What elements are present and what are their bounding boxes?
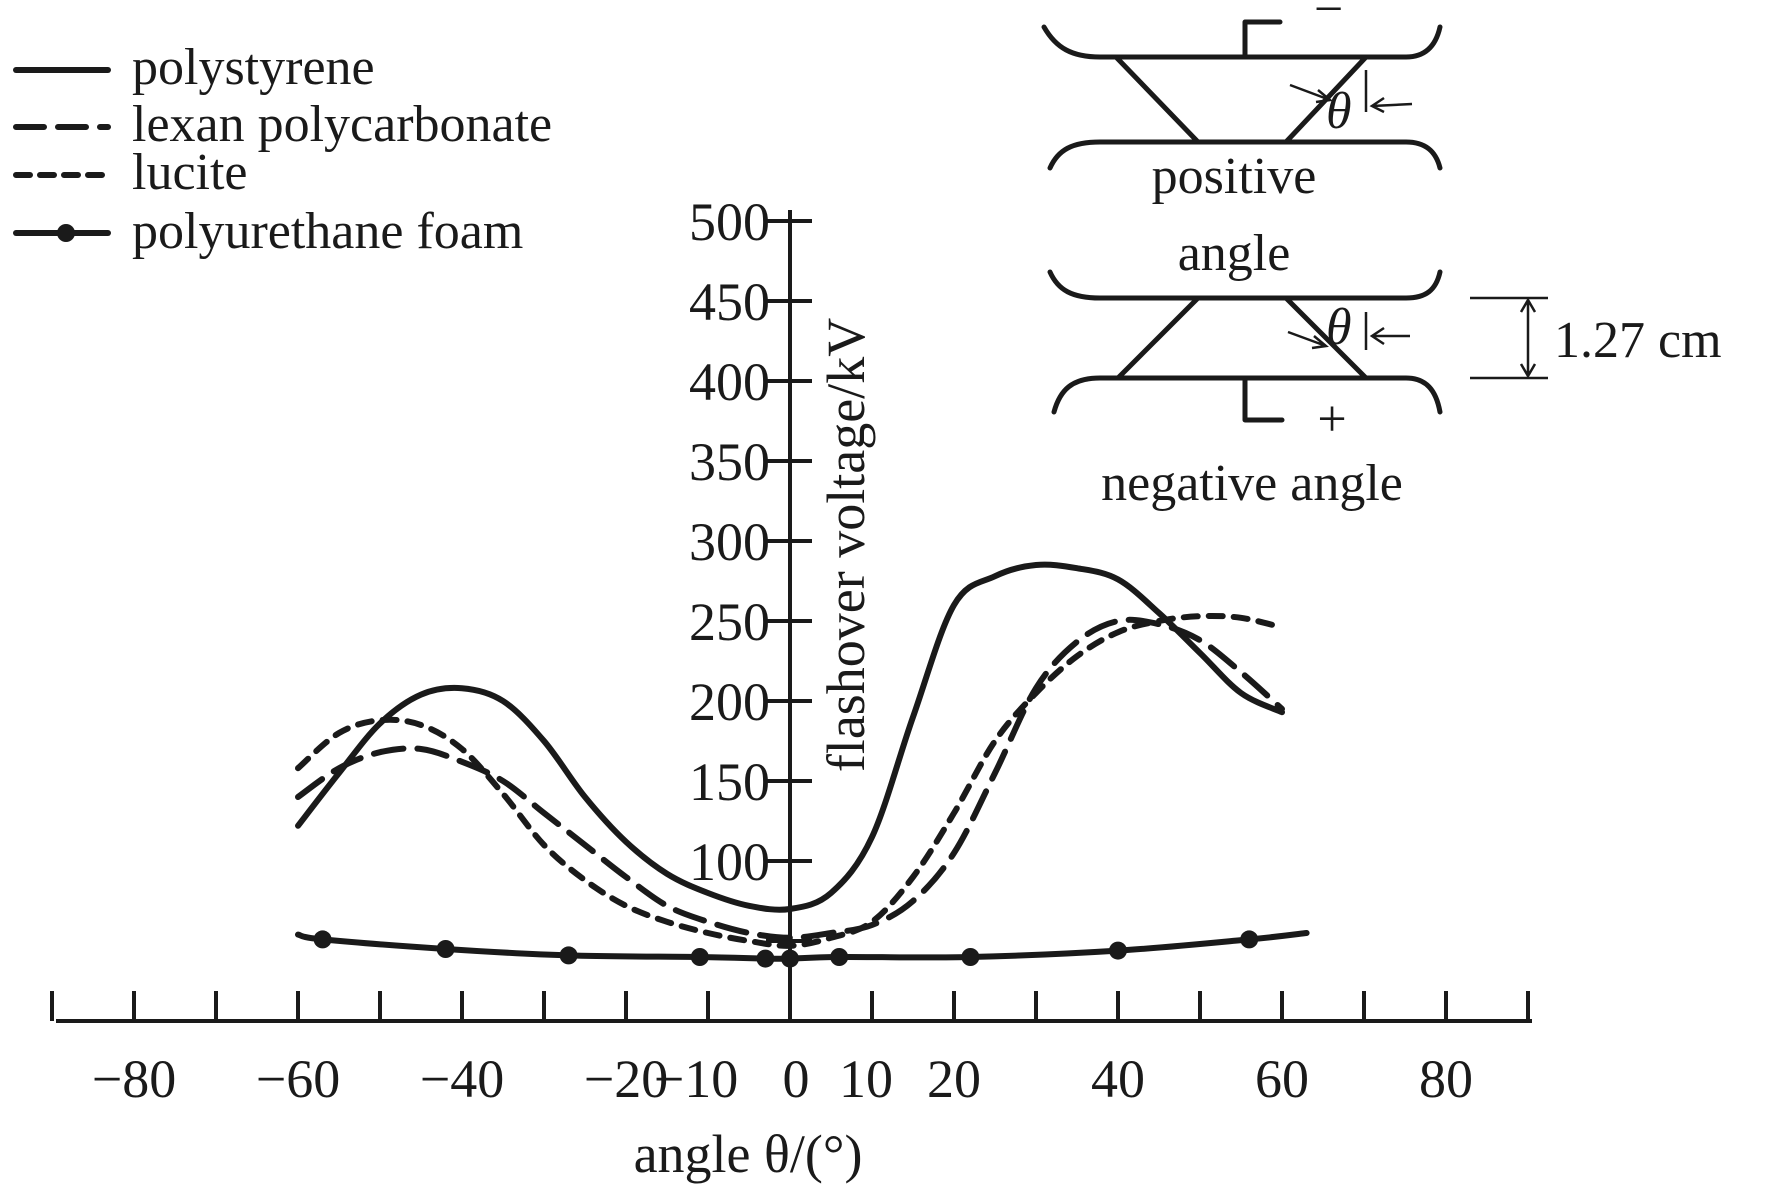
dimension-arrow (1519, 297, 1537, 379)
x-tick-label-3: −20 (584, 1049, 668, 1109)
negative-top-electrode (1047, 269, 1443, 301)
positive-theta-arrow-left (1289, 83, 1333, 104)
negative-angle-label: negative angle (1101, 455, 1403, 512)
negative-bottom-terminal (1242, 375, 1285, 423)
dimension-label: 1.27 cm (1554, 312, 1722, 369)
legend-label-lexan-polycarbonate: lexan polycarbonate (132, 96, 552, 153)
series-group (295, 561, 1310, 968)
y-axis-label: flashover voltage/kV (816, 318, 876, 772)
data-point-polyurethane-foam-6 (781, 949, 799, 968)
data-point-polyurethane-foam-4 (690, 948, 709, 966)
data-point-polyurethane-foam-8 (961, 948, 980, 966)
data-point-polyurethane-foam-2 (436, 940, 455, 958)
y-ticks (766, 219, 812, 943)
negative-insulator-right-edge (1283, 295, 1369, 381)
x-tick-label-7: 20 (927, 1049, 981, 1109)
data-point-polyurethane-foam-3 (559, 946, 578, 965)
positive-theta-label: θ (1326, 83, 1352, 140)
x-tick-labels: −80 −60 −40 −20−10 0 10 20 40 60 80 (92, 1049, 1473, 1109)
x-tick-label-6: 10 (839, 1049, 893, 1109)
positive-top-terminal (1242, 19, 1283, 60)
positive-minus-label: − (1314, 0, 1343, 38)
y-tick-label-6: 400 (689, 352, 770, 412)
positive-bottom-electrode (1047, 139, 1443, 171)
positive-theta-arrow-right (1369, 96, 1413, 114)
x-axis-label: angle θ/(°) (634, 1124, 863, 1184)
x-tick-label-4: −10 (654, 1049, 738, 1109)
legend-marker-polyurethane-foam (57, 224, 75, 242)
data-point-polyurethane-foam-10 (1240, 930, 1259, 949)
negative-plus-label: + (1317, 391, 1346, 448)
x-tick-label-5: 0 (783, 1049, 810, 1109)
negative-insulator-left-edge (1115, 295, 1201, 381)
positive-top-electrode (1041, 24, 1443, 60)
series-line-lucite (295, 612, 1285, 949)
negative-bottom-electrode (1051, 375, 1443, 415)
x-ticks (50, 991, 1530, 1021)
data-point-polyurethane-foam-1 (313, 930, 332, 949)
legend-label-lucite: lucite (132, 144, 248, 201)
legend: polystyrene lexan polycarbonate lucite p… (13, 39, 552, 260)
y-tick-label-2: 200 (689, 672, 770, 732)
data-point-polyurethane-foam-9 (1109, 941, 1127, 960)
y-tick-label-8: 500 (689, 192, 770, 252)
series-line-lexan-polycarbonate (295, 616, 1285, 941)
negative-theta-label: θ (1326, 299, 1352, 356)
y-tick-label-5: 350 (689, 432, 770, 492)
legend-label-polystyrene: polystyrene (132, 39, 375, 96)
x-tick-label-0: −80 (92, 1049, 176, 1109)
data-point-polyurethane-foam-7 (830, 948, 849, 966)
y-tick-label-3: 250 (689, 592, 770, 652)
y-tick-label-4: 300 (689, 512, 770, 572)
y-tick-labels: 100 150 200 250 300 350 400 450 500 (689, 192, 770, 892)
legend-label-polyurethane-foam: polyurethane foam (132, 203, 523, 260)
y-tick-label-1: 150 (689, 752, 770, 812)
electrode-inset-diagram: θ − positive angle θ + negative angle 1.… (1041, 0, 1722, 512)
data-point-polyurethane-foam-5 (756, 949, 775, 968)
y-tick-label-7: 450 (689, 272, 770, 332)
y-tick-label-0: 100 (689, 832, 770, 892)
x-tick-label-9: 60 (1255, 1049, 1309, 1109)
x-tick-label-1: −60 (256, 1049, 340, 1109)
positive-angle-label-line2: angle (1178, 225, 1291, 282)
positive-insulator-left-edge (1113, 54, 1201, 145)
x-tick-label-2: −40 (420, 1049, 504, 1109)
x-tick-label-8: 40 (1091, 1049, 1145, 1109)
series-line-polystyrene (295, 561, 1285, 913)
x-tick-label-10: 80 (1419, 1049, 1473, 1109)
negative-theta-arrow-left (1287, 330, 1329, 350)
positive-angle-label-line1: positive (1152, 148, 1317, 205)
negative-theta-arrow-right (1369, 326, 1410, 346)
